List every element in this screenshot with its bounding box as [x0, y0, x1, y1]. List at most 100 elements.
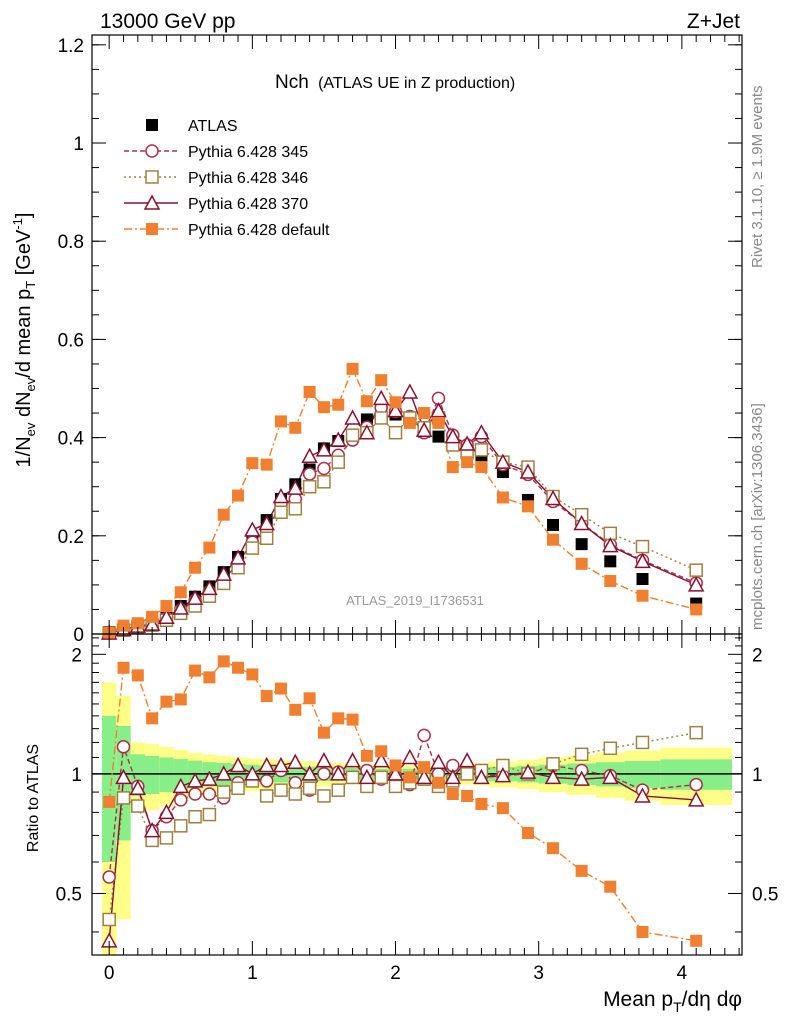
main-point-4-3 [146, 610, 159, 623]
main-point-4-20 [389, 396, 402, 409]
main-point-2-10 [245, 541, 260, 555]
main-point-3-7 [201, 579, 218, 596]
ratio-xtick-label-4: 4 [677, 963, 688, 984]
main-point-3-14 [301, 447, 318, 464]
ratio-point-2-27 [494, 767, 512, 783]
main-point-3-19 [372, 389, 390, 406]
ratio-point-3-3 [146, 712, 159, 725]
analysis-id-label: ATLAS_2019_I1736531 [346, 593, 484, 608]
ratio-point-1-32 [635, 735, 650, 750]
ratio-point-2-28 [519, 763, 537, 779]
process-label: Z+Jet [687, 10, 740, 33]
mcplots-side-label: mcplots.cern.ch [arXiv:1306.3436] [749, 403, 766, 630]
main-point-4-19 [375, 374, 388, 387]
ratio-point-2-25 [458, 752, 476, 768]
main-point-4-8 [217, 508, 230, 521]
legend-label-0: ATLAS [188, 118, 238, 135]
main-point-4-15 [317, 401, 330, 414]
ratio-point-2-18 [358, 768, 376, 785]
ratio-ytick-label-2: 2 [71, 645, 82, 666]
ratio-point-1-11 [259, 789, 274, 803]
main-axes: 0 0.2 0.4 0.6 0.8 1 1.2 [58, 34, 743, 646]
ratio-xtick-label-0: 0 [104, 963, 115, 984]
ratio-point-1-15 [317, 789, 331, 803]
main-point-4-16 [332, 398, 345, 411]
ratio-point-3-6 [189, 664, 202, 677]
ratio-point-1-33 [689, 725, 703, 740]
legend-entry-4: Pythia 6.428 default [124, 222, 330, 239]
ratio-band-inner-0 [102, 715, 117, 863]
legend-marker-3 [143, 194, 161, 210]
main-y-axis-label: 1/Nev dNev/d mean pT [GeV-1] [10, 213, 38, 468]
ratio-line-0 [108, 733, 697, 878]
ratio-point-1-8 [216, 785, 231, 799]
legend-entry-1: Pythia 6.428 345 [124, 144, 308, 161]
ratio-point-2-23 [430, 753, 447, 769]
ratio-point-2-19 [372, 752, 390, 768]
main-point-3-4 [158, 608, 175, 625]
ratio-point-0-6 [188, 787, 202, 801]
ratio-point-3-20 [389, 759, 402, 772]
ratio-xtick-label-2: 2 [390, 963, 401, 984]
legend-label-1: Pythia 6.428 345 [188, 144, 308, 161]
legend-marker-2 [145, 170, 159, 184]
main-point-0-29 [547, 519, 560, 532]
ratio-point-1-12 [274, 783, 288, 797]
ratio-point-1-5 [174, 819, 188, 833]
main-point-3-10 [244, 521, 261, 537]
ratio-point-2-30 [573, 770, 590, 786]
main-point-2-16 [331, 455, 346, 469]
main-point-2-13 [288, 502, 303, 516]
ratio-point-2-24 [444, 768, 462, 785]
main-point-0-30 [575, 538, 588, 551]
legend-label-3: Pythia 6.428 370 [188, 196, 308, 213]
main-point-4-11 [260, 458, 273, 471]
main-point-4-10 [246, 457, 259, 470]
main-point-3-31 [602, 537, 619, 553]
legend-entry-3: Pythia 6.428 370 [124, 194, 308, 213]
ratio-point-3-16 [332, 712, 345, 725]
ratio-point-2-2 [129, 779, 147, 796]
ratio-point-3-24 [446, 787, 459, 800]
ratio-point-1-20 [388, 779, 403, 794]
main-point-4-22 [418, 407, 431, 420]
ratio-point-2-33 [687, 791, 705, 807]
ratio-point-2-26 [473, 768, 490, 785]
plot-title-main: Nch [275, 72, 309, 93]
legend-marker-4 [146, 223, 158, 235]
ratio-point-1-6 [188, 810, 202, 824]
main-point-2-17 [345, 428, 360, 442]
ratio-point-1-19 [374, 770, 388, 785]
ratio-xtick-label-1: 1 [247, 963, 258, 984]
ratio-point-2-22 [415, 768, 433, 785]
main-point-4-1 [117, 619, 130, 632]
ratio-point-1-25 [460, 767, 474, 781]
main-ytick-label-0: 0 [73, 625, 84, 646]
ratio-ytick-label-right-1: 1 [752, 765, 763, 786]
main-ytick-label-3: 0.6 [58, 330, 84, 351]
ratio-xtick-label-3: 3 [533, 963, 544, 984]
ratio-point-3-21 [403, 771, 416, 784]
main-point-3-13 [287, 479, 304, 495]
main-point-3-26 [473, 424, 490, 440]
main-point-4-32 [636, 589, 649, 602]
main-point-1-14 [302, 467, 317, 481]
main-point-3-32 [634, 552, 651, 569]
ratio-point-0-0 [102, 870, 116, 884]
main-point-2-32 [635, 539, 650, 554]
ratio-point-0-33 [689, 777, 703, 792]
ratio-series-lines [108, 660, 697, 942]
main-point-3-5 [172, 599, 190, 615]
plot-title-sub: (ATLAS UE in Z production) [318, 75, 515, 92]
main-ytick-label-6: 1.2 [58, 36, 84, 57]
main-line-4 [108, 367, 697, 634]
main-point-2-20 [388, 425, 403, 440]
ratio-point-1-4 [159, 831, 174, 845]
ratio-y-axis-label: Ratio to ATLAS [25, 744, 42, 852]
legend-entry-0: ATLAS [146, 118, 238, 135]
main-point-3-15 [315, 441, 333, 457]
ratio-point-0-22 [417, 728, 431, 743]
ratio-point-3-26 [475, 797, 488, 810]
ratio-point-3-13 [289, 703, 302, 716]
ratio-point-3-18 [360, 749, 373, 762]
